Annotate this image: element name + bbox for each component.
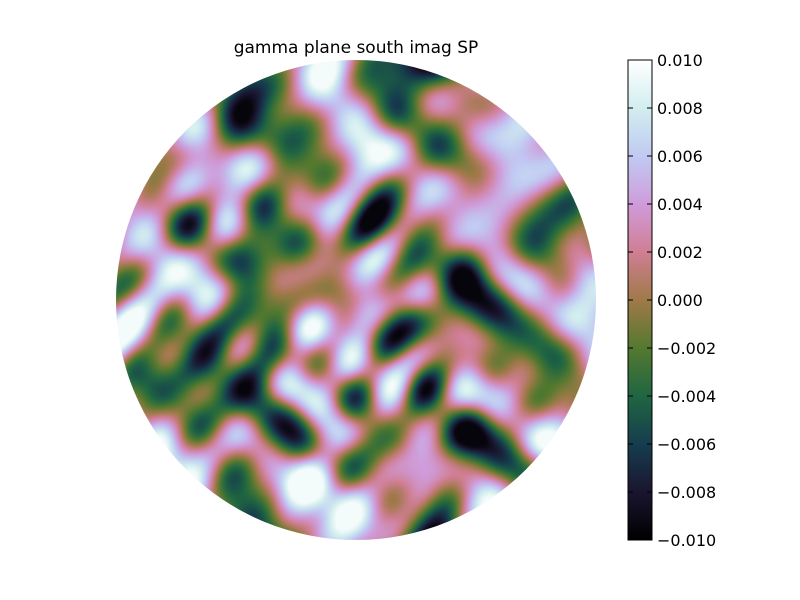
colorbar-tick-label: 0.000 [657, 291, 703, 310]
colorbar-tick-label: −0.006 [657, 435, 716, 454]
colorbar-tick-label: 0.010 [657, 51, 703, 70]
colorbar-tick-label: −0.004 [657, 387, 716, 406]
heatmap-disk [116, 60, 596, 540]
colorbar-tick-label: 0.008 [657, 99, 703, 118]
colorbar-tick-label: −0.008 [657, 483, 716, 502]
colorbar-tick-label: 0.006 [657, 147, 703, 166]
colorbar-tick-label: 0.004 [657, 195, 703, 214]
colorbar-tick-label: −0.010 [657, 531, 716, 550]
colorbar: 0.010 0.008 0.006 0.004 0.002 0.000 −0.002 −0.0… [627, 51, 716, 550]
colorbar-ticks: 0.010 0.008 0.006 0.004 0.002 0.000 −0.002 −0.0… [628, 51, 716, 550]
colorbar-tick-label: 0.002 [657, 243, 703, 262]
colorbar-tick-label: −0.002 [657, 339, 716, 358]
chart-title: gamma plane south imag SP [234, 38, 479, 58]
heatmap-image [116, 60, 596, 540]
